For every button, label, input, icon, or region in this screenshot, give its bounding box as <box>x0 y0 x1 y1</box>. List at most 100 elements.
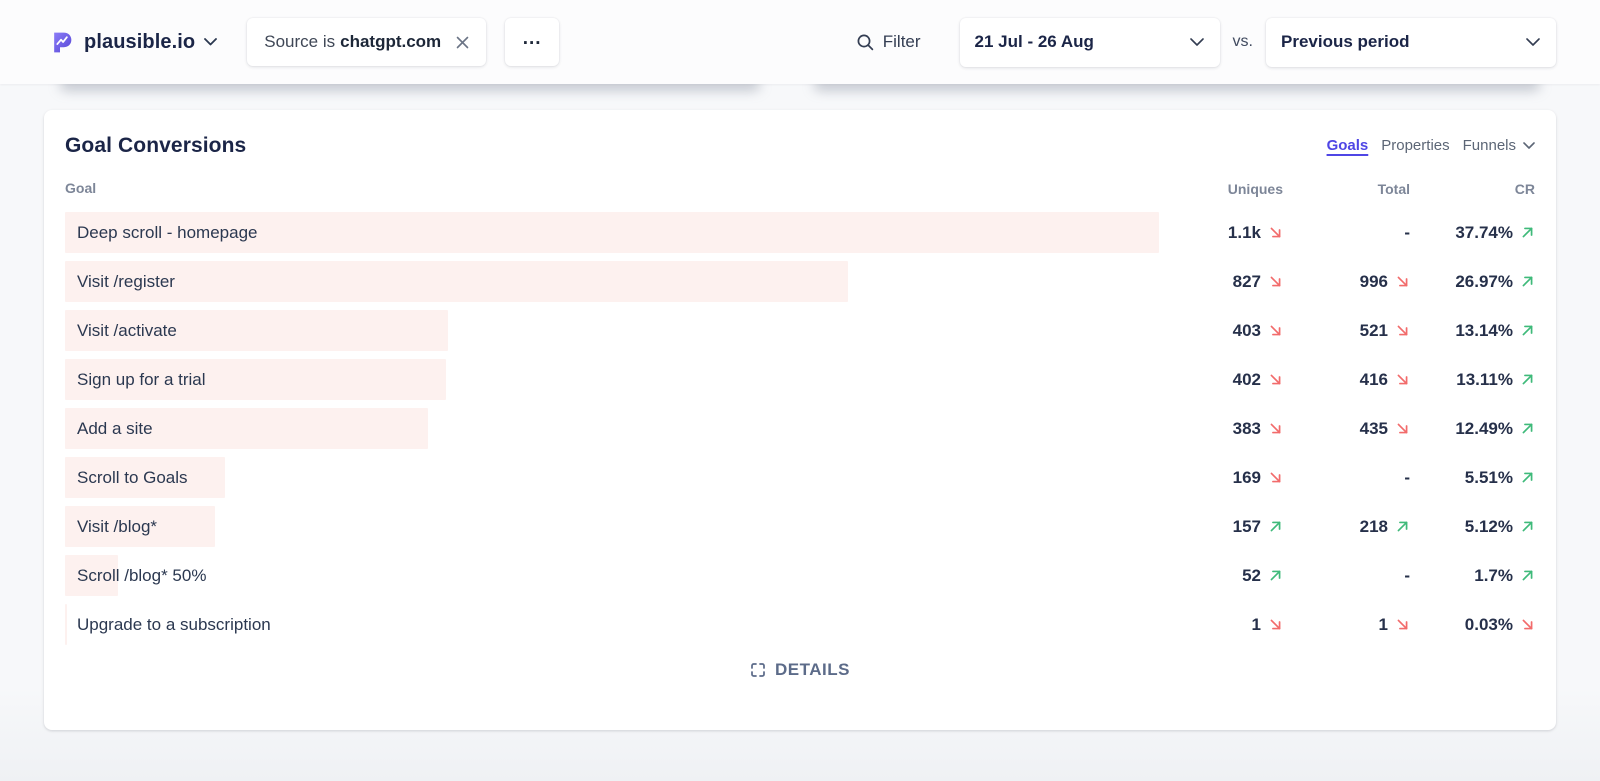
cr-value: 12.49% <box>1415 408 1535 449</box>
expand-icon <box>751 663 765 677</box>
goal-row[interactable]: Sign up for a trial 402 416 13.11% <box>65 359 1535 400</box>
filter-chip-value: chatgpt.com <box>340 32 442 51</box>
trend-down-icon <box>1395 421 1410 436</box>
date-range-picker[interactable]: 21 Jul - 26 Aug <box>959 17 1220 67</box>
uniques-value: 1 <box>1153 604 1283 645</box>
goal-label: Scroll to Goals <box>77 467 188 487</box>
trend-down-icon <box>1268 470 1283 485</box>
comparison-label: Previous period <box>1281 32 1410 51</box>
trend-up-icon <box>1395 519 1410 534</box>
goal-bar <box>65 212 1159 253</box>
goal-bar <box>65 555 118 596</box>
trend-down-icon <box>1395 323 1410 338</box>
trend-up-icon <box>1520 421 1535 436</box>
total-value: - <box>1404 467 1410 487</box>
goal-row[interactable]: Visit /activate 403 521 13.14% <box>65 310 1535 351</box>
goal-bar <box>65 408 428 449</box>
details-wrap: DETAILS <box>65 660 1535 680</box>
chevron-down-icon <box>204 38 218 46</box>
goal-conversions-card: Goal Conversions Goals Properties Funnel… <box>44 110 1556 730</box>
card-shadow-right <box>814 79 1540 90</box>
filter-label: Filter <box>882 32 921 51</box>
tab-funnels[interactable]: Funnels <box>1462 137 1516 154</box>
trend-down-icon <box>1268 617 1283 632</box>
goal-bar <box>65 261 848 302</box>
plausible-logo-icon <box>54 32 72 52</box>
goal-label: Visit /register <box>77 271 175 291</box>
tab-properties[interactable]: Properties <box>1381 137 1450 154</box>
goal-row[interactable]: Upgrade to a subscription 1 1 0.03% <box>65 604 1535 645</box>
uniques-value: 827 <box>1153 261 1283 302</box>
trend-up-icon <box>1520 274 1535 289</box>
cr-value: 26.97% <box>1415 261 1535 302</box>
uniques-value: 169 <box>1153 457 1283 498</box>
goal-bar <box>65 359 446 400</box>
goal-row[interactable]: Scroll to Goals 169 - 5.51% <box>65 457 1535 498</box>
cr-value: 5.12% <box>1415 506 1535 547</box>
total-value: 218 <box>1290 506 1410 547</box>
uniques-value: 403 <box>1153 310 1283 351</box>
total-value: - <box>1404 222 1410 242</box>
cr-value: 13.14% <box>1415 310 1535 351</box>
cr-value: 37.74% <box>1415 212 1535 253</box>
goal-label: Upgrade to a subscription <box>77 614 271 634</box>
goal-bar <box>65 506 215 547</box>
uniques-value: 52 <box>1153 555 1283 596</box>
goal-row[interactable]: Scroll /blog* 50% 52 - 1.7% <box>65 555 1535 596</box>
uniques-value: 402 <box>1153 359 1283 400</box>
ellipsis-icon: ... <box>522 28 542 49</box>
goal-row[interactable]: Visit /blog* 157 218 5.12% <box>65 506 1535 547</box>
total-value: 416 <box>1290 359 1410 400</box>
goal-label: Scroll /blog* 50% <box>77 565 207 585</box>
filter-button[interactable]: Filter <box>856 32 921 52</box>
goal-rows: Deep scroll - homepage 1.1k - 37.74% Vis… <box>65 212 1535 645</box>
goal-label: Visit /activate <box>77 320 177 340</box>
close-icon <box>456 36 469 48</box>
tab-goals[interactable]: Goals <box>1326 137 1369 154</box>
remove-filter-button[interactable] <box>456 36 469 49</box>
total-value: 1 <box>1290 604 1410 645</box>
column-header-total: Total <box>1377 181 1410 197</box>
details-button[interactable]: DETAILS <box>750 660 850 680</box>
goal-row[interactable]: Visit /register 827 996 26.97% <box>65 261 1535 302</box>
card-header: Goal Conversions Goals Properties Funnel… <box>65 134 1535 158</box>
trend-down-icon <box>1268 323 1283 338</box>
trend-up-icon <box>1268 568 1283 583</box>
more-filters-button[interactable]: ... <box>505 18 560 66</box>
goal-row[interactable]: Add a site 383 435 12.49% <box>65 408 1535 449</box>
goal-row[interactable]: Deep scroll - homepage 1.1k - 37.74% <box>65 212 1535 253</box>
details-label: DETAILS <box>775 660 850 679</box>
chevron-down-icon <box>1526 37 1540 46</box>
filter-chip-source[interactable]: Source is chatgpt.com <box>247 18 487 66</box>
goal-bar <box>65 457 225 498</box>
cr-value: 13.11% <box>1415 359 1535 400</box>
cr-value: 1.7% <box>1415 555 1535 596</box>
trend-up-icon <box>1520 470 1535 485</box>
trend-down-icon <box>1268 421 1283 436</box>
trend-down-icon <box>1268 225 1283 240</box>
card-shadow-left <box>60 79 760 90</box>
trend-down-icon <box>1395 372 1410 387</box>
cr-value: 5.51% <box>1415 457 1535 498</box>
trend-up-icon <box>1268 519 1283 534</box>
search-icon <box>857 34 874 50</box>
tabs-dropdown-button[interactable] <box>1523 141 1535 150</box>
top-bar: plausible.io Source is chatgpt.com ... F… <box>0 0 1600 84</box>
vs-label: vs. <box>1232 33 1253 50</box>
goal-label: Sign up for a trial <box>77 369 206 389</box>
table-header: Goal Uniques Total CR <box>65 180 1535 198</box>
comparison-picker[interactable]: Previous period <box>1266 17 1556 67</box>
date-range-label: 21 Jul - 26 Aug <box>974 32 1094 51</box>
cr-value: 0.03% <box>1415 604 1535 645</box>
total-value: 521 <box>1290 310 1410 351</box>
card-title: Goal Conversions <box>65 134 247 157</box>
trend-up-icon <box>1520 568 1535 583</box>
total-value: 435 <box>1290 408 1410 449</box>
trend-down-icon <box>1268 372 1283 387</box>
trend-up-icon <box>1520 225 1535 240</box>
site-switcher[interactable]: plausible.io <box>50 30 218 55</box>
uniques-value: 157 <box>1153 506 1283 547</box>
uniques-value: 1.1k <box>1153 212 1283 253</box>
column-header-goal: Goal <box>65 180 97 196</box>
column-header-cr: CR <box>1514 181 1535 197</box>
